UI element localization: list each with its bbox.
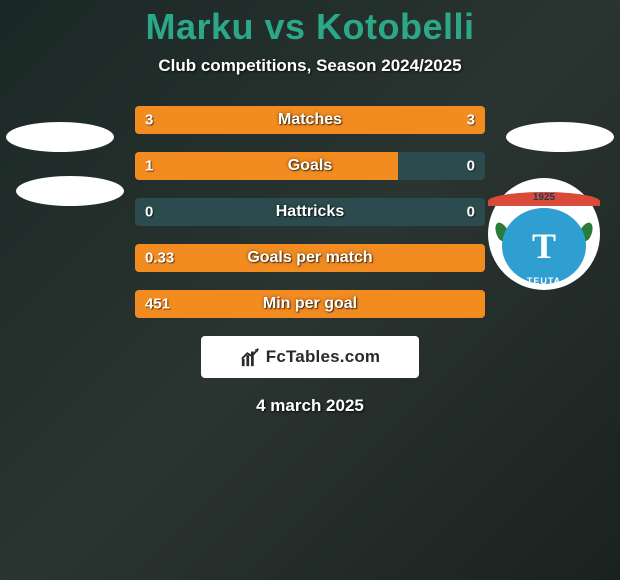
stat-value-left: 451	[145, 296, 170, 313]
stat-label: Goals per match	[135, 249, 485, 267]
stat-row: Goals per match0.33	[135, 244, 485, 272]
date-text: 4 march 2025	[0, 396, 620, 416]
player-left-oval-2	[16, 176, 124, 206]
player-right-oval-1	[506, 122, 614, 152]
stat-label: Goals	[135, 157, 485, 175]
bar-2	[246, 355, 249, 366]
stat-label: Hattricks	[135, 203, 485, 221]
player-left-oval-1	[6, 122, 114, 152]
stat-row: Min per goal451	[135, 290, 485, 318]
badge-bottom-text: TEUTA	[488, 276, 600, 286]
brand-plate: FcTables.com	[201, 336, 419, 378]
stat-row: Hattricks0 0	[135, 198, 485, 226]
club-badge: 1925 T TEUTA	[488, 178, 600, 290]
badge-inner-circle: T	[502, 208, 586, 284]
stat-value-right: 0	[467, 158, 475, 175]
stats-container: Matches33Goals10Hattricks00Goals per mat…	[135, 106, 485, 318]
stat-value-left: 1	[145, 158, 153, 175]
stat-value-left: 0	[145, 204, 153, 221]
stat-row: Goals1 0	[135, 152, 485, 180]
stat-value-left: 0.33	[145, 250, 174, 267]
subtitle: Club competitions, Season 2024/2025	[0, 56, 620, 76]
brand-text: FcTables.com	[266, 347, 381, 367]
badge-letter: T	[532, 225, 556, 267]
stat-label: Matches	[135, 111, 485, 129]
chart-icon	[240, 346, 262, 368]
stat-value-right: 3	[467, 112, 475, 129]
stat-label: Min per goal	[135, 295, 485, 313]
bar-1	[242, 359, 245, 366]
stat-row: Matches3 3	[135, 106, 485, 134]
page-title: Marku vs Kotobelli	[0, 0, 620, 48]
stat-value-left: 3	[145, 112, 153, 129]
stat-value-right: 0	[467, 204, 475, 221]
badge-year: 1925	[488, 192, 600, 203]
